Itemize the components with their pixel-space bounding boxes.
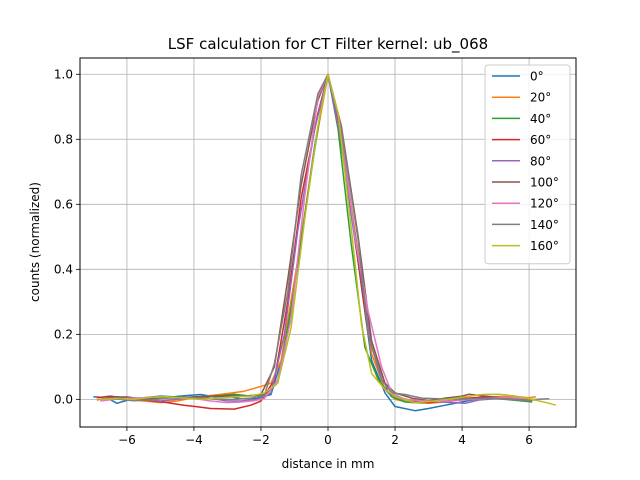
x-tick-label: 0 <box>324 433 332 447</box>
y-tick-label: 1.0 <box>54 67 73 81</box>
series-line <box>100 73 557 406</box>
y-tick-label: 0.4 <box>54 262 73 276</box>
y-tick-label: 0.6 <box>54 197 73 211</box>
y-tick-label: 0.2 <box>54 327 73 341</box>
legend-label: 40° <box>530 112 551 126</box>
legend-label: 120° <box>530 197 559 211</box>
legend-label: 100° <box>530 176 559 190</box>
x-tick-label: 4 <box>458 433 466 447</box>
y-tick-label: 0.8 <box>54 132 73 146</box>
legend-label: 60° <box>530 133 551 147</box>
series-line <box>100 73 530 405</box>
x-tick-label: 2 <box>391 433 399 447</box>
legend-label: 160° <box>530 239 559 253</box>
axis-ticks: −6 −4 −2 0 2 4 6 0.0 0.2 0.4 0.6 0.8 1.0 <box>54 67 533 447</box>
legend-label: 20° <box>530 91 551 105</box>
x-tick-label: −6 <box>118 433 136 447</box>
x-axis-label: distance in mm <box>282 457 375 471</box>
legend-label: 80° <box>530 154 551 168</box>
y-tick-label: 0.0 <box>54 392 73 406</box>
series-lines <box>93 73 557 412</box>
legend: 0° 20° 40° 60° 80° 100° 120° 140° 160° <box>484 64 571 265</box>
x-tick-label: −2 <box>252 433 270 447</box>
chart-title: LSF calculation for CT Filter kernel: ub… <box>168 35 488 54</box>
legend-label: 0° <box>530 70 544 84</box>
legend-label: 140° <box>530 218 559 232</box>
legend-box <box>484 64 571 265</box>
y-axis-label: counts (normalized) <box>28 182 42 302</box>
x-tick-label: 6 <box>525 433 533 447</box>
x-tick-label: −4 <box>185 433 203 447</box>
